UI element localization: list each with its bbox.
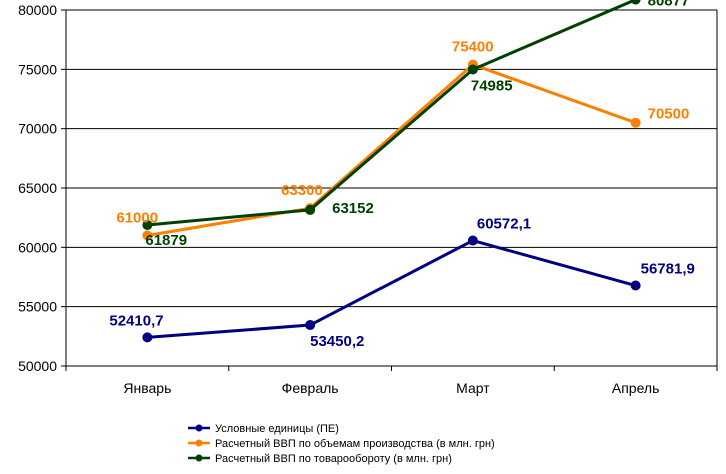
y-tick-label: 70000 bbox=[18, 121, 57, 137]
data-point bbox=[630, 0, 641, 5]
legend-label: Условные единицы (ПЕ) bbox=[215, 423, 339, 435]
data-point bbox=[630, 117, 641, 128]
gridlines bbox=[66, 9, 717, 367]
legend-marker bbox=[195, 439, 203, 447]
y-tick-label: 50000 bbox=[18, 358, 57, 374]
legend-label: Расчетный ВВП по товарообороту (в млн. г… bbox=[215, 453, 452, 465]
series-group bbox=[142, 0, 641, 343]
y-tick-label: 80000 bbox=[18, 2, 57, 18]
data-point bbox=[630, 280, 641, 291]
data-point bbox=[142, 230, 153, 241]
x-tick-label: Январь bbox=[123, 380, 171, 396]
data-label: 74985 bbox=[471, 78, 513, 95]
data-point bbox=[142, 332, 153, 343]
y-tick-label: 55000 bbox=[18, 299, 57, 315]
y-tick-label: 60000 bbox=[18, 239, 57, 255]
legend-marker bbox=[195, 454, 203, 462]
series-line bbox=[147, 63, 637, 237]
data-label: 61879 bbox=[145, 232, 187, 249]
data-point bbox=[305, 320, 316, 331]
axes: 50000 55000 60000 65000 70000 75000 80000 Январ… bbox=[18, 2, 718, 396]
data-label: 56781,9 bbox=[641, 261, 695, 278]
data-point bbox=[142, 220, 153, 231]
data-label: 52410,7 bbox=[109, 312, 163, 329]
x-tick-label: Март bbox=[456, 380, 490, 396]
data-label: 60572,1 bbox=[477, 216, 531, 233]
data-point bbox=[467, 64, 478, 75]
y-tick-label: 65000 bbox=[18, 180, 57, 196]
x-tick-label: Апрель bbox=[612, 380, 660, 396]
legend: Условные единицы (ПЕ) Расчетный ВВП по об… bbox=[188, 423, 495, 465]
data-label: 80877 bbox=[648, 0, 690, 10]
data-label: 63152 bbox=[332, 200, 374, 217]
data-point bbox=[305, 204, 316, 215]
x-tick-label: Февраль bbox=[282, 380, 339, 396]
data-point bbox=[467, 235, 478, 246]
data-label: 63300 bbox=[281, 182, 323, 199]
series-line bbox=[147, 239, 637, 339]
data-labels: 52410,7 53450,2 60572,1 56781,9 61000 63300 75… bbox=[109, 0, 694, 350]
data-label: 75400 bbox=[452, 39, 494, 56]
series-line bbox=[147, 0, 637, 227]
data-label: 53450,2 bbox=[310, 333, 364, 350]
legend-label: Расчетный ВВП по объемам производства (в… bbox=[215, 438, 495, 450]
data-label: 61000 bbox=[116, 209, 158, 226]
data-label: 70500 bbox=[648, 106, 690, 123]
y-tick-label: 75000 bbox=[18, 61, 57, 77]
legend-marker bbox=[195, 424, 203, 432]
